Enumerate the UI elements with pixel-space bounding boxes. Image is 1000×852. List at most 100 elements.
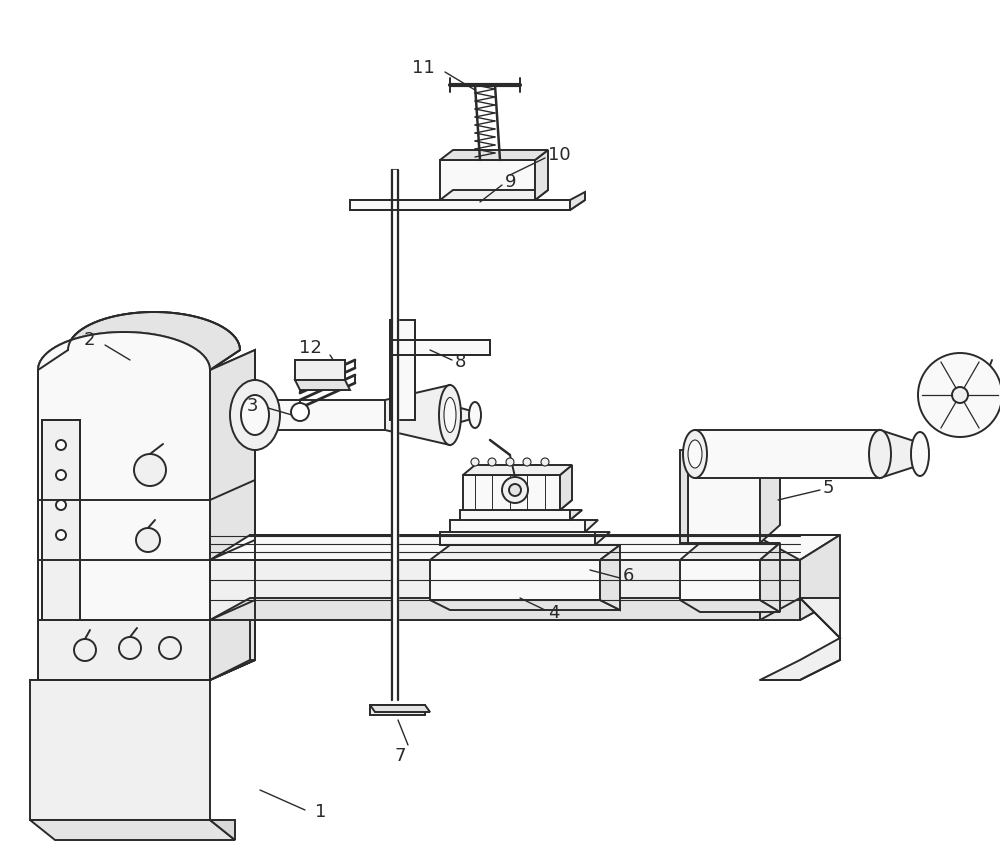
Polygon shape (370, 705, 425, 715)
Text: 2: 2 (84, 331, 95, 349)
Circle shape (502, 477, 528, 503)
Circle shape (56, 530, 66, 540)
Polygon shape (680, 600, 780, 612)
Polygon shape (440, 160, 535, 200)
Polygon shape (210, 350, 255, 680)
Circle shape (134, 454, 166, 486)
Polygon shape (42, 420, 80, 620)
Polygon shape (210, 535, 840, 560)
Polygon shape (880, 430, 920, 478)
Polygon shape (38, 370, 210, 680)
Polygon shape (350, 200, 570, 210)
Polygon shape (463, 465, 572, 475)
Circle shape (74, 639, 96, 661)
Polygon shape (440, 532, 610, 545)
Polygon shape (570, 510, 582, 520)
Text: 1: 1 (315, 803, 326, 821)
Polygon shape (535, 150, 548, 200)
Text: 3: 3 (246, 397, 258, 415)
Circle shape (471, 458, 479, 466)
Circle shape (159, 637, 181, 659)
Polygon shape (210, 350, 255, 680)
Polygon shape (350, 200, 585, 210)
Polygon shape (680, 450, 688, 543)
Circle shape (523, 458, 531, 466)
Circle shape (509, 484, 521, 496)
Text: 9: 9 (505, 173, 516, 191)
Polygon shape (295, 360, 345, 380)
Ellipse shape (469, 402, 481, 428)
Ellipse shape (230, 380, 280, 450)
Polygon shape (38, 312, 240, 370)
Text: 5: 5 (823, 479, 834, 497)
Polygon shape (460, 510, 570, 520)
Polygon shape (440, 190, 548, 200)
Polygon shape (688, 432, 780, 450)
Polygon shape (463, 500, 572, 510)
Polygon shape (430, 560, 600, 600)
Circle shape (506, 458, 514, 466)
Polygon shape (38, 620, 255, 680)
Polygon shape (760, 432, 780, 543)
Ellipse shape (444, 398, 456, 433)
Polygon shape (688, 450, 760, 543)
Polygon shape (38, 370, 210, 680)
Polygon shape (680, 560, 760, 600)
Polygon shape (390, 340, 490, 355)
Circle shape (918, 353, 1000, 437)
Text: 11: 11 (412, 59, 435, 77)
Text: 4: 4 (548, 604, 560, 622)
Text: 7: 7 (394, 747, 406, 765)
Circle shape (56, 500, 66, 510)
Polygon shape (680, 543, 780, 560)
Polygon shape (695, 430, 880, 478)
Circle shape (291, 403, 309, 421)
Polygon shape (450, 405, 475, 425)
Polygon shape (370, 705, 430, 712)
Polygon shape (760, 598, 840, 680)
Polygon shape (30, 820, 235, 840)
Polygon shape (385, 385, 450, 445)
Polygon shape (560, 465, 572, 510)
Text: 12: 12 (299, 339, 322, 357)
Circle shape (541, 458, 549, 466)
Circle shape (56, 440, 66, 450)
Polygon shape (800, 535, 840, 620)
Circle shape (136, 528, 160, 552)
Circle shape (488, 458, 496, 466)
Polygon shape (450, 520, 585, 532)
Ellipse shape (869, 430, 891, 478)
Polygon shape (463, 475, 560, 510)
Polygon shape (392, 170, 398, 700)
Circle shape (952, 387, 968, 403)
Polygon shape (295, 380, 350, 390)
Ellipse shape (241, 395, 269, 435)
Polygon shape (30, 680, 210, 820)
Polygon shape (255, 400, 450, 430)
Polygon shape (390, 320, 415, 420)
Ellipse shape (688, 440, 702, 468)
Polygon shape (392, 170, 398, 700)
Polygon shape (38, 312, 240, 370)
Polygon shape (460, 510, 582, 520)
Polygon shape (600, 545, 620, 610)
Circle shape (56, 470, 66, 480)
Polygon shape (760, 538, 800, 620)
Ellipse shape (911, 432, 929, 476)
Polygon shape (38, 332, 210, 370)
Polygon shape (760, 543, 780, 612)
Polygon shape (210, 598, 840, 620)
Text: 8: 8 (455, 353, 466, 371)
Polygon shape (570, 192, 585, 210)
Polygon shape (210, 560, 800, 620)
Polygon shape (440, 532, 595, 545)
Ellipse shape (683, 430, 707, 478)
Circle shape (119, 637, 141, 659)
Polygon shape (210, 620, 250, 680)
Ellipse shape (439, 385, 461, 445)
Polygon shape (450, 520, 598, 532)
Text: 10: 10 (548, 146, 571, 164)
Polygon shape (210, 820, 235, 840)
Polygon shape (440, 150, 548, 160)
Polygon shape (430, 600, 620, 610)
